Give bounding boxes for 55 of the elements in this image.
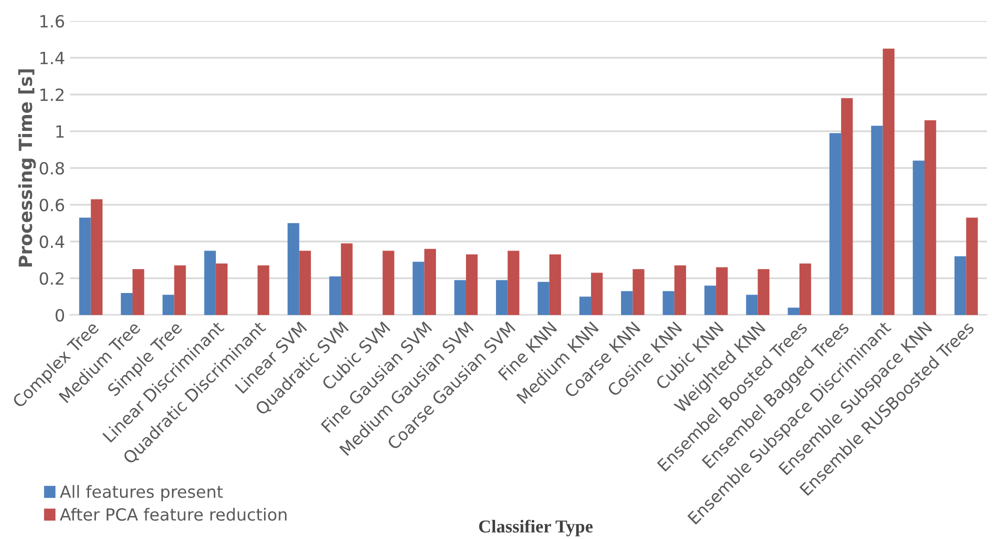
- y-tick-label: 0.6: [40, 198, 64, 212]
- bar: [549, 254, 562, 315]
- legend-label: After PCA feature reduction: [60, 508, 286, 521]
- bar: [120, 292, 133, 315]
- bar: [340, 243, 353, 315]
- bar: [788, 308, 800, 315]
- bar: [966, 218, 978, 315]
- bar: [329, 276, 341, 315]
- bar: [412, 262, 424, 315]
- bar: [132, 269, 144, 315]
- y-tick-label: 1.2: [40, 88, 64, 101]
- bar: [716, 267, 728, 315]
- bar: [882, 48, 894, 315]
- bar: [508, 250, 520, 315]
- bar: [382, 250, 394, 315]
- x-axis-title: Classifier Type: [479, 520, 593, 536]
- bar: [746, 294, 758, 315]
- bar: [466, 254, 478, 315]
- bar: [90, 199, 103, 315]
- bar: [674, 265, 686, 315]
- bar: [299, 250, 311, 315]
- bar: [829, 133, 842, 315]
- bar: [538, 282, 550, 315]
- bar: [954, 256, 966, 315]
- bar: [662, 291, 674, 315]
- bar: [841, 98, 853, 315]
- bar: [258, 265, 270, 315]
- bar: [621, 291, 633, 315]
- bar: [871, 126, 883, 315]
- y-tick-label: 1.4: [40, 52, 64, 64]
- bar: [912, 160, 924, 315]
- bar: [704, 286, 716, 315]
- bar: [632, 269, 644, 315]
- bar: [799, 264, 812, 315]
- y-tick-label: 1.6: [40, 14, 64, 28]
- bar: [924, 120, 936, 315]
- bar: [591, 272, 603, 315]
- y-tick-label: 0: [56, 308, 64, 322]
- bar: [79, 218, 91, 315]
- bar: [454, 280, 466, 315]
- y-tick-label: 0.4: [40, 235, 64, 248]
- y-tick-label: 0.2: [40, 272, 64, 285]
- bar: [496, 280, 508, 315]
- y-axis-title: Processing Time [s]: [18, 69, 36, 267]
- bar: [288, 223, 300, 315]
- y-tick-label: 0.8: [40, 162, 64, 175]
- bar: [216, 264, 228, 315]
- bar: [204, 250, 216, 315]
- bar: [758, 269, 770, 315]
- legend-label: All features present: [60, 485, 223, 502]
- bar: [174, 265, 186, 315]
- bar: [579, 296, 592, 315]
- y-tick-label: 1: [56, 125, 64, 138]
- bar: [424, 248, 436, 315]
- bar: [162, 294, 174, 315]
